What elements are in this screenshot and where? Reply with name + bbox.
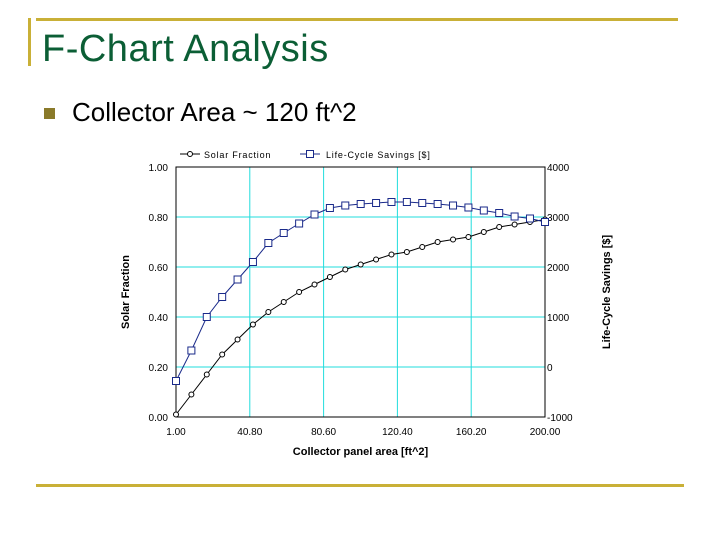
savings-point [295, 219, 304, 228]
savings-point [325, 204, 334, 212]
y-tick-label: 0.80 [149, 213, 169, 224]
fraction-point [388, 251, 395, 258]
fraction-point [434, 239, 441, 245]
bullet-text: Collector Area ~ 120 ft^2 [72, 97, 357, 127]
savings-point [387, 198, 396, 206]
fraction-point [403, 249, 410, 255]
savings-point [525, 214, 534, 223]
y-tick-label: 0.00 [149, 413, 169, 424]
fraction-point [311, 281, 318, 288]
y-tick-label: 0.40 [149, 313, 169, 324]
y2-tick-label: 1000 [547, 313, 570, 324]
y2-tick-label: 3000 [547, 213, 570, 224]
y2-tick-label: 0 [547, 363, 553, 374]
fraction-point [326, 274, 333, 280]
x-tick-label: 200.00 [530, 427, 561, 438]
y-tick-label: 1.00 [149, 163, 169, 174]
plot-border [175, 166, 546, 418]
savings-point [172, 377, 180, 385]
fraction-point [511, 221, 518, 228]
bullet-marker [44, 108, 55, 119]
y2-tick-label: 4000 [547, 163, 570, 174]
x-tick-label: 1.00 [166, 427, 186, 438]
savings-point [218, 293, 227, 301]
fraction-point [373, 256, 380, 263]
savings-point [418, 199, 427, 207]
savings-point [541, 218, 549, 226]
fraction-point [419, 244, 426, 250]
x-tick-label: 80.60 [311, 427, 336, 438]
savings-point [495, 209, 504, 217]
fraction-point [496, 224, 503, 230]
savings-point [449, 201, 458, 210]
legend-fraction-marker [187, 151, 193, 157]
savings-point [464, 203, 473, 212]
x-tick-label: 40.80 [237, 427, 262, 438]
x-tick-label: 160.20 [456, 427, 487, 438]
savings-point [248, 258, 257, 266]
fraction-point [342, 266, 349, 273]
savings-point [356, 200, 365, 208]
savings-point [372, 199, 381, 207]
fraction-point [280, 299, 287, 305]
fraction-point [219, 351, 226, 358]
frame-bottom-rule [36, 484, 684, 487]
fraction-point [249, 321, 256, 328]
y-tick-label: 0.20 [149, 363, 169, 374]
x-axis-label: Collector panel area [ft^2] [293, 446, 429, 458]
x-tick-label: 120.40 [382, 427, 413, 438]
fraction-point [480, 229, 487, 235]
frame-top-rule [36, 18, 678, 21]
fraction-point [234, 336, 241, 343]
savings-point [233, 275, 242, 284]
y-tick-label: 0.60 [149, 263, 169, 274]
savings-point [510, 212, 519, 221]
savings-point [279, 229, 288, 237]
y2-tick-label: 2000 [547, 263, 570, 274]
fraction-point [465, 234, 472, 240]
savings-point [341, 201, 350, 210]
fraction-point [357, 261, 364, 268]
fraction-point [265, 309, 272, 315]
frame-left-rule [28, 18, 31, 66]
y-axis-label: Solar Fraction [120, 255, 132, 329]
savings-point [433, 200, 442, 208]
savings-point [479, 206, 488, 215]
savings-point [264, 239, 273, 247]
savings-point [310, 210, 319, 219]
legend-savings-label: Life-Cycle Savings [$] [326, 150, 431, 160]
fraction-point [450, 236, 457, 243]
fraction-point [188, 391, 195, 398]
savings-point [402, 198, 411, 206]
fraction-point [173, 411, 179, 418]
slide-title: F-Chart Analysis [42, 28, 329, 70]
legend-savings-marker [306, 150, 314, 158]
fraction-point [203, 371, 210, 378]
y2-tick-label: -1000 [547, 413, 573, 424]
legend-fraction-label: Solar Fraction [204, 150, 271, 160]
y2-axis-label: Life-Cycle Savings [$] [601, 235, 613, 350]
fraction-point [296, 289, 303, 295]
savings-point [187, 346, 196, 355]
savings-point [202, 313, 211, 321]
